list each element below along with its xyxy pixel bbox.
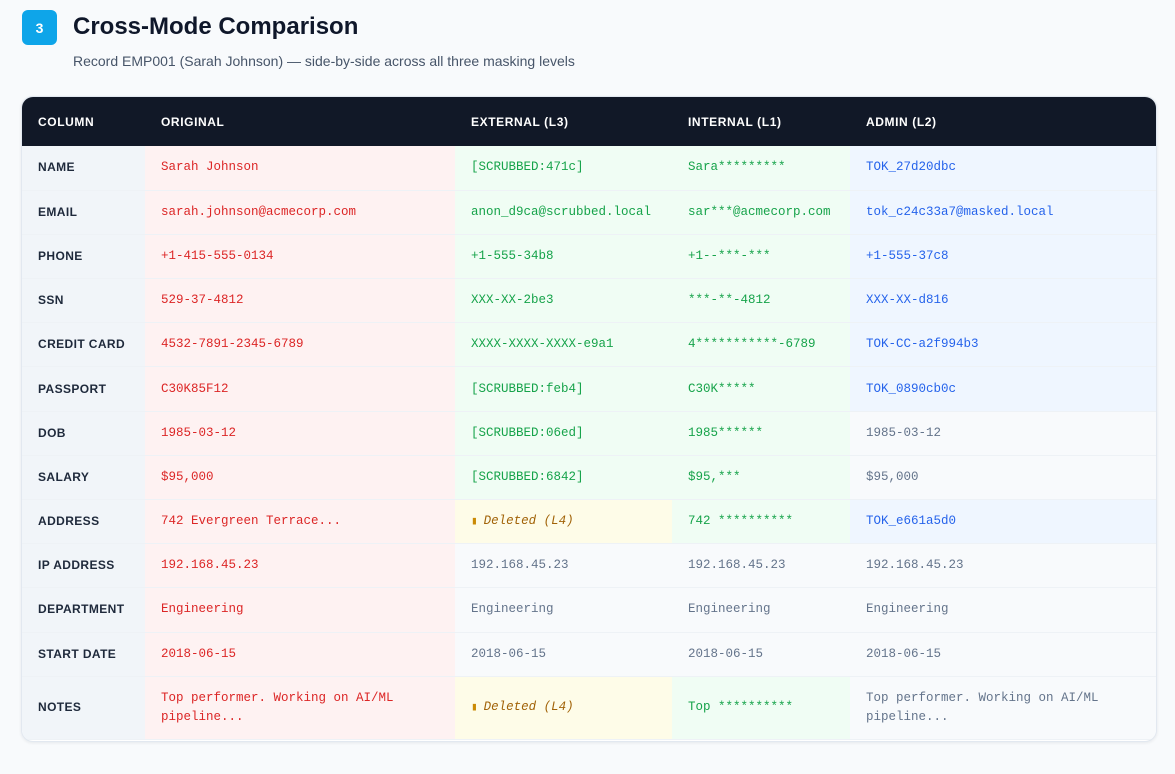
cell-column-name: CREDIT CARD: [22, 322, 145, 368]
table-row: SALARY $95,000 [SCRUBBED:6842] $95,*** $95,0…: [22, 455, 1156, 501]
cell-external: XXX-XX-2be3: [455, 278, 672, 324]
cell-column-name: EMAIL: [22, 190, 145, 235]
section-title: Cross-Mode Comparison: [73, 13, 359, 40]
cell-external: ▮ Deleted (L4): [455, 499, 672, 545]
cell-admin: TOK_27d20dbc: [850, 146, 1156, 191]
deleted-label: Deleted (L4): [483, 513, 574, 528]
cell-column-name: PASSPORT: [22, 366, 145, 412]
header-row: COLUMN ORIGINAL EXTERNAL (L3) INTERNAL (…: [22, 97, 1156, 146]
cell-admin: +1-555-37c8: [850, 234, 1156, 280]
comparison-table-card: COLUMN ORIGINAL EXTERNAL (L3) INTERNAL (…: [21, 96, 1157, 742]
header-original: ORIGINAL: [161, 114, 225, 129]
cell-admin: 192.168.45.23: [850, 543, 1156, 589]
table-row: EMAIL sarah.johnson@acmecorp.com anon_d9ca…: [22, 190, 1156, 235]
table-row: SSN 529-37-4812 XXX-XX-2be3 ***-**-4812 XXX-…: [22, 278, 1156, 324]
trash-icon: ▮: [471, 515, 478, 528]
cell-admin: Engineering: [850, 587, 1156, 633]
table-row: NAME Sarah Johnson [SCRUBBED:471c] Sara****…: [22, 146, 1156, 191]
section-titles: Cross-Mode Comparison Record EMP001 (Sar…: [73, 10, 575, 69]
header-external: EXTERNAL (L3): [471, 114, 569, 129]
cell-admin: tok_c24c33a7@masked.local: [850, 190, 1156, 235]
table-row: ADDRESS 742 Evergreen Terrace... ▮ Deleted …: [22, 499, 1156, 545]
trash-icon: ▮: [471, 701, 478, 714]
cell-column-name: IP ADDRESS: [22, 543, 145, 589]
table-row: NOTES Top performer. Working on AI/ML pip…: [22, 676, 1156, 740]
cell-external: XXXX-XXXX-XXXX-e9a1: [455, 322, 672, 368]
cell-external: [SCRUBBED:6842]: [455, 455, 672, 501]
cell-column-name: ADDRESS: [22, 499, 145, 545]
table-body: NAME Sarah Johnson [SCRUBBED:471c] Sara****…: [22, 146, 1156, 740]
cell-admin: $95,000: [850, 455, 1156, 501]
cell-internal: Top **********: [672, 676, 850, 740]
cell-original: 2018-06-15: [145, 632, 455, 677]
cell-admin: TOK-CC-a2f994b3: [850, 322, 1156, 368]
cell-original: 4532-7891-2345-6789: [145, 322, 455, 368]
cell-external: [SCRUBBED:471c]: [455, 146, 672, 191]
cell-internal: Sara*********: [672, 146, 850, 191]
section-subtitle: Record EMP001 (Sarah Johnson) — side-by-…: [73, 53, 575, 69]
cell-internal: Engineering: [672, 587, 850, 633]
cell-column-name: SALARY: [22, 455, 145, 501]
cell-column-name: DOB: [22, 411, 145, 456]
header-admin: ADMIN (L2): [866, 114, 937, 129]
cell-external: 2018-06-15: [455, 632, 672, 677]
cell-original: Sarah Johnson: [145, 146, 455, 191]
cell-original: C30K85F12: [145, 366, 455, 412]
cell-column-name: NOTES: [22, 676, 145, 740]
cell-internal: 1985******: [672, 411, 850, 456]
cell-column-name: NAME: [22, 146, 145, 191]
cell-internal: 192.168.45.23: [672, 543, 850, 589]
cell-internal: ***-**-4812: [672, 278, 850, 324]
cell-column-name: START DATE: [22, 632, 145, 677]
cell-internal: 742 **********: [672, 499, 850, 545]
cell-original: 192.168.45.23: [145, 543, 455, 589]
cell-original: +1-415-555-0134: [145, 234, 455, 280]
cell-external: ▮ Deleted (L4): [455, 676, 672, 740]
cell-external: +1-555-34b8: [455, 234, 672, 280]
cell-admin: TOK_0890cb0c: [850, 366, 1156, 412]
table-row: START DATE 2018-06-15 2018-06-15 2018-06-15…: [22, 632, 1156, 677]
step-badge: 3: [22, 10, 57, 45]
header-column: COLUMN: [38, 114, 95, 129]
cell-external: anon_d9ca@scrubbed.local: [455, 190, 672, 235]
cell-external: Engineering: [455, 587, 672, 633]
cell-original: $95,000: [145, 455, 455, 501]
table-row: PASSPORT C30K85F12 [SCRUBBED:feb4] C30K****…: [22, 366, 1156, 412]
cell-internal: sar***@acmecorp.com: [672, 190, 850, 235]
cell-internal: $95,***: [672, 455, 850, 501]
cell-admin: TOK_e661a5d0: [850, 499, 1156, 545]
cell-external: [SCRUBBED:06ed]: [455, 411, 672, 456]
cell-original: 529-37-4812: [145, 278, 455, 324]
table-row: CREDIT CARD 4532-7891-2345-6789 XXXX-XXXX-…: [22, 322, 1156, 368]
header-internal: INTERNAL (L1): [688, 114, 782, 129]
table-header: COLUMN ORIGINAL EXTERNAL (L3) INTERNAL (…: [22, 97, 1156, 146]
cell-original: Top performer. Working on AI/ML pipeline…: [145, 676, 455, 740]
cell-admin: 2018-06-15: [850, 632, 1156, 677]
cell-original: Engineering: [145, 587, 455, 633]
cell-original: 742 Evergreen Terrace...: [145, 499, 455, 545]
deleted-label: Deleted (L4): [483, 699, 574, 714]
cell-column-name: PHONE: [22, 234, 145, 280]
cell-internal: C30K*****: [672, 366, 850, 412]
cell-column-name: DEPARTMENT: [22, 587, 145, 633]
cell-admin: Top performer. Working on AI/ML pipeline…: [850, 676, 1156, 740]
comparison-table: COLUMN ORIGINAL EXTERNAL (L3) INTERNAL (…: [22, 97, 1156, 740]
table-row: DOB 1985-03-12 [SCRUBBED:06ed] 1985****** 19…: [22, 411, 1156, 456]
cell-admin: 1985-03-12: [850, 411, 1156, 456]
table-row: IP ADDRESS 192.168.45.23 192.168.45.23 192.…: [22, 543, 1156, 589]
cell-admin: XXX-XX-d816: [850, 278, 1156, 324]
cell-original: sarah.johnson@acmecorp.com: [145, 190, 455, 235]
cell-external: [SCRUBBED:feb4]: [455, 366, 672, 412]
table-row: DEPARTMENT Engineering Engineering Engineer…: [22, 587, 1156, 633]
cell-column-name: SSN: [22, 278, 145, 324]
cell-internal: +1--***-***: [672, 234, 850, 280]
section-header: 3 Cross-Mode Comparison Record EMP001 (S…: [22, 10, 575, 69]
cell-internal: 2018-06-15: [672, 632, 850, 677]
cell-external: 192.168.45.23: [455, 543, 672, 589]
cell-original: 1985-03-12: [145, 411, 455, 456]
table-row: PHONE +1-415-555-0134 +1-555-34b8 +1--***-*…: [22, 234, 1156, 280]
cell-internal: 4***********-6789: [672, 322, 850, 368]
